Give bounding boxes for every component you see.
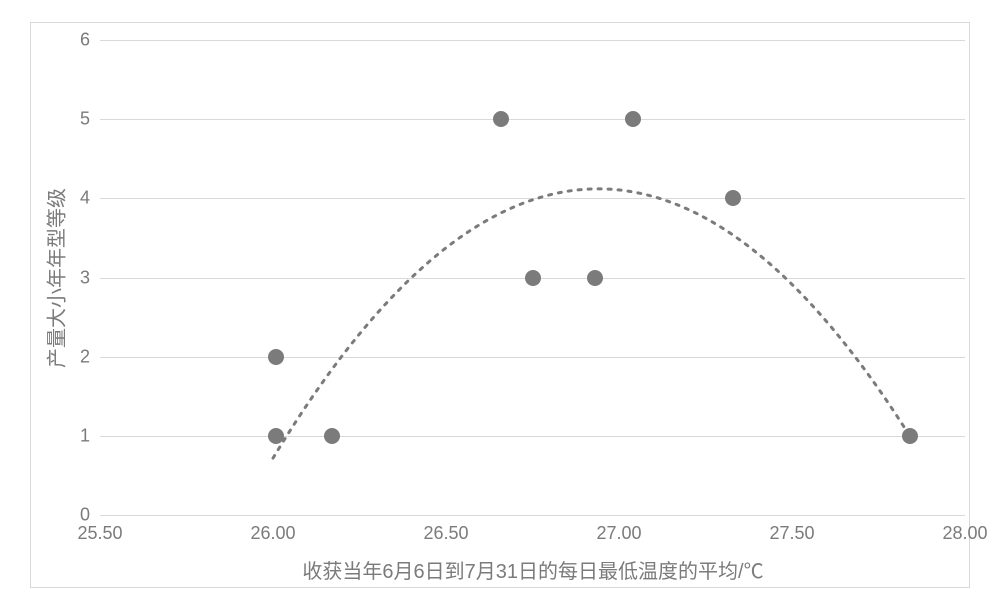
x-tick-label: 28.00 — [942, 515, 987, 544]
y-tick-label: 6 — [80, 30, 100, 51]
scatter-point — [268, 349, 284, 365]
x-tick-label: 26.00 — [250, 515, 295, 544]
y-gridline — [100, 515, 965, 516]
y-tick-label: 2 — [80, 346, 100, 367]
y-tick-label: 5 — [80, 109, 100, 130]
x-tick-label: 27.50 — [769, 515, 814, 544]
y-tick-label: 4 — [80, 188, 100, 209]
scatter-point — [725, 190, 741, 206]
plot-area: 012345625.5026.0026.5027.0027.5028.00 — [100, 40, 965, 515]
y-tick-label: 1 — [80, 425, 100, 446]
scatter-point — [493, 111, 509, 127]
x-axis-label: 收获当年6月6日到7月31日的每日最低温度的平均/℃ — [302, 555, 763, 584]
y-tick-label: 3 — [80, 267, 100, 288]
x-tick-label: 26.50 — [423, 515, 468, 544]
scatter-point — [525, 270, 541, 286]
y-axis-label: 产量大小年年型等级 — [41, 188, 70, 368]
x-tick-label: 25.50 — [77, 515, 122, 544]
chart-frame: 012345625.5026.0026.5027.0027.5028.00 产量… — [0, 0, 1000, 609]
scatter-point — [324, 428, 340, 444]
scatter-point — [625, 111, 641, 127]
scatter-point — [268, 428, 284, 444]
scatter-point — [902, 428, 918, 444]
scatter-point — [587, 270, 603, 286]
x-tick-label: 27.00 — [596, 515, 641, 544]
